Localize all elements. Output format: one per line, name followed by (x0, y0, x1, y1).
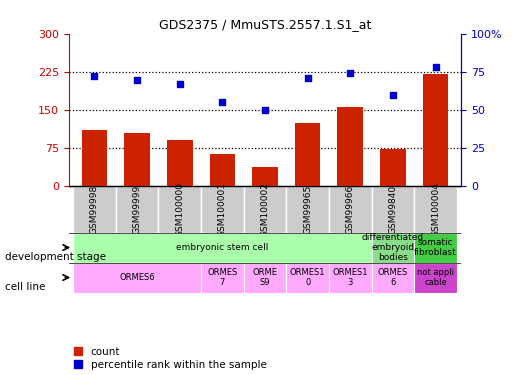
Text: GSM99965: GSM99965 (303, 185, 312, 234)
Legend: count, percentile rank within the sample: count, percentile rank within the sample (74, 346, 267, 370)
Text: ORMES
7: ORMES 7 (207, 268, 237, 287)
Text: ORMES6: ORMES6 (119, 273, 155, 282)
Bar (286, 262, 329, 292)
Bar (201, 262, 244, 292)
Point (218, 99, 227, 105)
Bar (414, 186, 457, 232)
Bar (380, 149, 405, 186)
Bar (329, 186, 372, 232)
Text: GSM100000: GSM100000 (175, 182, 184, 237)
Text: GSM99999: GSM99999 (132, 185, 142, 234)
Text: GSM99966: GSM99966 (346, 185, 355, 234)
Text: GSM99998: GSM99998 (90, 185, 99, 234)
Bar (73, 186, 116, 232)
Bar (414, 262, 457, 292)
Text: GSM100004: GSM100004 (431, 182, 440, 237)
Text: embryonic stem cell: embryonic stem cell (176, 243, 269, 252)
Text: cell line: cell line (5, 282, 46, 292)
Bar (372, 262, 414, 292)
Point (303, 75, 312, 81)
Point (346, 70, 355, 76)
Bar (116, 186, 158, 232)
Title: GDS2375 / MmuSTS.2557.1.S1_at: GDS2375 / MmuSTS.2557.1.S1_at (159, 18, 371, 31)
Text: somatic
fibroblast: somatic fibroblast (414, 238, 457, 257)
Bar (201, 186, 244, 232)
Bar (82, 130, 107, 186)
Point (388, 92, 397, 98)
Text: ORMES
6: ORMES 6 (378, 268, 408, 287)
Bar (329, 262, 372, 292)
Bar (125, 133, 150, 186)
Bar (372, 186, 414, 232)
Text: not appli
cable: not appli cable (417, 268, 454, 287)
Bar (414, 232, 457, 262)
Point (261, 107, 269, 113)
Text: GSM100001: GSM100001 (218, 182, 227, 237)
Bar (372, 232, 414, 262)
Point (90, 74, 99, 80)
Bar (209, 154, 235, 186)
Bar (252, 167, 278, 186)
Text: GSM100002: GSM100002 (261, 182, 269, 237)
Text: ORMES1
3: ORMES1 3 (332, 268, 368, 287)
Point (133, 76, 142, 82)
Bar (338, 108, 363, 186)
Bar (286, 186, 329, 232)
Bar (423, 74, 448, 186)
Bar (73, 262, 201, 292)
Bar (244, 186, 286, 232)
Bar (244, 262, 286, 292)
Bar (295, 123, 321, 186)
Text: ORME
S9: ORME S9 (252, 268, 278, 287)
Bar (158, 186, 201, 232)
Bar (167, 140, 192, 186)
Text: differentiated
embryoid
bodies: differentiated embryoid bodies (362, 232, 424, 262)
Bar (73, 232, 372, 262)
Point (431, 64, 440, 70)
Text: GSM99840: GSM99840 (388, 185, 398, 234)
Point (175, 81, 184, 87)
Text: ORMES1
0: ORMES1 0 (290, 268, 325, 287)
Text: development stage: development stage (5, 252, 107, 262)
